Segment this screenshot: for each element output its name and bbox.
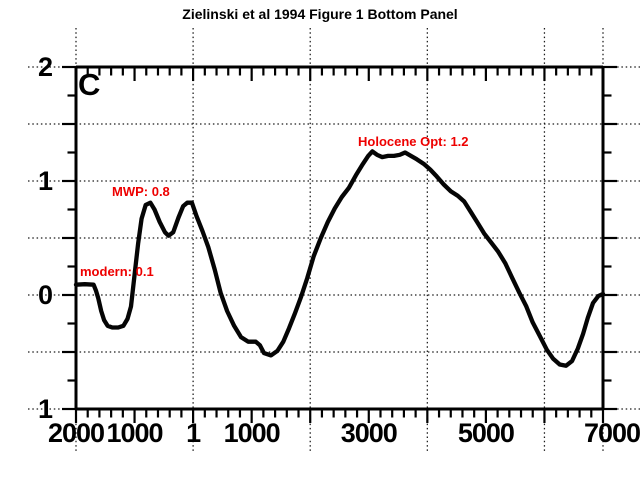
figure-title: Zielinski et al 1994 Figure 1 Bottom Pan… bbox=[182, 6, 458, 22]
annotation-modern: modern: 0.1 bbox=[80, 264, 154, 279]
y-axis-tick-label: 1 bbox=[37, 394, 53, 424]
annotation-holocene: Holocene Opt: 1.2 bbox=[358, 134, 469, 149]
x-axis-tick-label: 3000 bbox=[340, 418, 398, 448]
x-axis-tick-label: 7000 bbox=[583, 418, 640, 448]
x-axis-tick-label: 5000 bbox=[457, 418, 515, 448]
y-axis-tick-label: 1 bbox=[37, 166, 53, 196]
x-axis-tick-label: 1 bbox=[186, 418, 201, 448]
panel-label: C bbox=[78, 67, 101, 102]
y-axis-tick-label: 0 bbox=[37, 280, 53, 310]
y-axis-tick-label: 2 bbox=[37, 52, 53, 82]
data-curve bbox=[73, 149, 606, 368]
x-axis-tick-label: 2000 bbox=[47, 418, 105, 448]
x-axis-tick-label: 1000 bbox=[223, 418, 281, 448]
x-axis-tick-label: 1000 bbox=[106, 418, 164, 448]
annotation-mwp: MWP: 0.8 bbox=[112, 184, 170, 199]
